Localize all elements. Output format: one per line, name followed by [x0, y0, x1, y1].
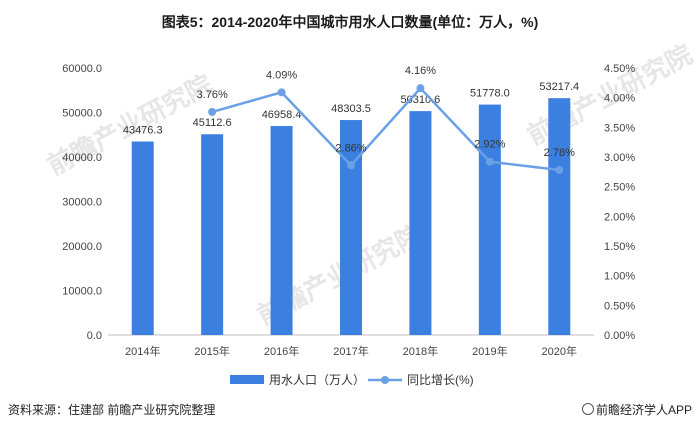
legend-bar-label: 用水人口（万人） [269, 373, 365, 387]
brand-label: 前瞻经济学人APP [581, 401, 692, 418]
right-tick-label: 1.00% [604, 271, 635, 283]
left-tick-label: 50000.0 [62, 108, 102, 120]
bar [340, 120, 362, 335]
legend: 用水人口（万人） 同比增长(%) [230, 373, 474, 387]
brand-text: 前瞻经济学人APP [595, 403, 692, 417]
bar-value-label: 51778.0 [470, 88, 510, 100]
growth-value-label: 2.86% [335, 142, 366, 154]
growth-point [485, 157, 494, 166]
growth-point [555, 166, 564, 175]
growth-point [416, 84, 425, 93]
right-tick-label: 4.00% [604, 93, 635, 105]
source-note: 资料来源：住建部 前瞻产业研究院整理 [8, 403, 216, 417]
right-tick-label: 3.50% [604, 122, 635, 134]
bar [201, 134, 224, 335]
right-axis: 0.00% 0.50% 1.00% 1.50% 2.00% 2.50% 3.00% 3.50%… [604, 63, 635, 342]
growth-line [211, 86, 560, 172]
bar [270, 126, 293, 335]
growth-point [208, 107, 217, 116]
right-tick-label: 4.50% [604, 63, 635, 75]
x-tick-label: 2014年 [125, 344, 160, 358]
bar [409, 111, 432, 335]
chart-title: 图表5：2014-2020年中国城市用水人口数量(单位：万人，%) [161, 14, 539, 30]
bar-value-label: 46958.4 [262, 109, 302, 121]
x-tick-label: 2020年 [542, 344, 577, 358]
left-tick-label: 20000.0 [62, 241, 102, 253]
bar [548, 98, 571, 335]
right-tick-label: 0.00% [604, 330, 635, 342]
right-tick-label: 2.50% [604, 182, 635, 194]
bar-series [131, 98, 571, 336]
left-tick-label: 60000.0 [62, 63, 102, 75]
bar-value-label: 43476.3 [123, 125, 163, 137]
x-axis: 2014年 2015年 2016年 2017年 2018年 2019年 2020年 [108, 334, 594, 358]
x-tick-label: 2018年 [403, 344, 438, 358]
right-tick-label: 1.50% [604, 241, 635, 253]
bar-value-label: 45112.6 [193, 117, 232, 129]
growth-point [277, 88, 286, 97]
legend-line-label: 同比增长(%) [407, 373, 474, 387]
legend-line-marker [381, 376, 389, 384]
growth-value-label: 2.92% [474, 139, 505, 151]
x-tick-label: 2017年 [333, 344, 368, 358]
growth-value-label: 4.16% [405, 65, 436, 77]
bar [131, 141, 154, 335]
growth-value-label: 2.78% [544, 147, 575, 159]
right-tick-label: 3.00% [604, 152, 635, 164]
right-tick-label: 2.00% [604, 211, 635, 223]
growth-value-label: 3.76% [197, 89, 228, 101]
left-tick-label: 0.0 [87, 330, 102, 342]
bar-value-label: 48303.5 [331, 103, 371, 115]
left-axis: 0.0 10000.0 20000.0 30000.0 40000.0 50000.0 60… [62, 63, 102, 342]
x-tick-label: 2015年 [194, 344, 229, 358]
line-labels: 3.76% 4.09% 2.86% 4.16% 2.92% 2.78% [197, 65, 576, 159]
growth-value-label: 4.09% [266, 69, 297, 81]
x-tick-label: 2016年 [264, 344, 299, 358]
line-series [208, 84, 564, 175]
right-tick-label: 0.50% [604, 300, 635, 312]
legend-bar-swatch [230, 375, 264, 384]
growth-point [347, 161, 355, 170]
left-tick-label: 10000.0 [62, 286, 102, 298]
left-tick-label: 30000.0 [62, 197, 102, 209]
bar-value-label: 53217.4 [539, 81, 579, 93]
brand-logo-icon [581, 403, 594, 415]
x-tick-label: 2019年 [472, 344, 507, 358]
left-tick-label: 40000.0 [62, 152, 102, 164]
